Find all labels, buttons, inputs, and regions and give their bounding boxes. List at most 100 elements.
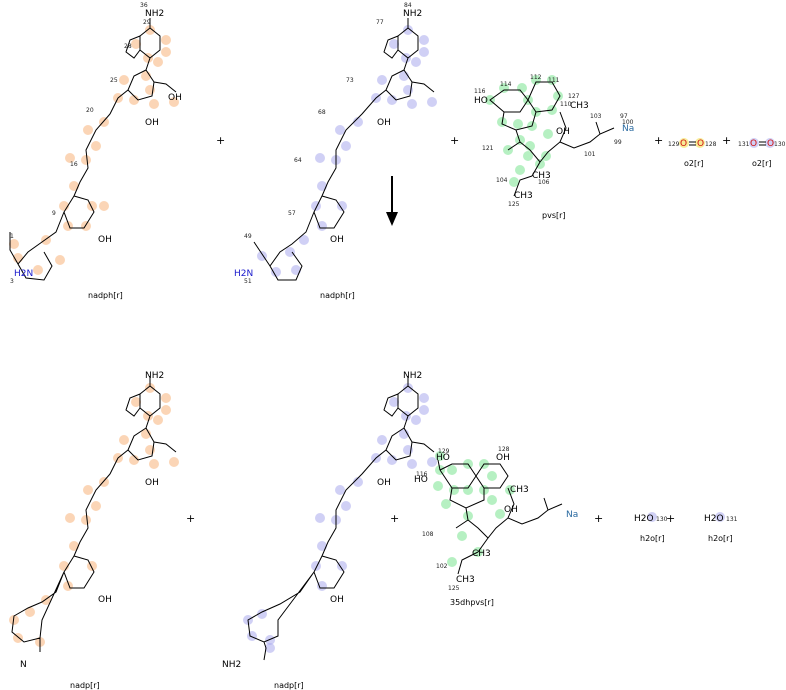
svg-text:OH: OH [377, 478, 391, 488]
svg-text:36: 36 [140, 2, 148, 9]
svg-text:OH: OH [504, 505, 518, 515]
svg-text:9: 9 [52, 210, 56, 217]
svg-text:OH: OH [98, 235, 112, 245]
svg-text:CH3: CH3 [570, 101, 589, 111]
svg-text:NH2: NH2 [145, 9, 164, 19]
svg-text:HO: HO [436, 453, 450, 463]
svg-text:68: 68 [318, 109, 326, 116]
product-name-1: nadp[r] [70, 681, 100, 690]
molecule-nadph-2: NH2 H2N OH OH 84 77 73 68 64 57 49 51 na… [234, 2, 437, 300]
reactant-name-3: pvs[r] [542, 211, 566, 220]
svg-text:CH3: CH3 [510, 485, 529, 495]
svg-text:102: 102 [436, 563, 448, 570]
svg-text:OH: OH [145, 118, 159, 128]
svg-text:NH2: NH2 [403, 371, 422, 381]
molecule-nadp-1: NH2 N OH OH nadp[r] [9, 371, 179, 690]
molecule-pvs: HO CH3 CH3 CH3 OH Na 116 114 112 111 127… [474, 74, 634, 220]
svg-text:49: 49 [244, 233, 252, 240]
svg-text:3: 3 [10, 278, 14, 285]
svg-text:64: 64 [294, 157, 302, 164]
svg-text:108: 108 [422, 531, 434, 538]
svg-text:121: 121 [482, 145, 494, 152]
molecule-nadp-2: NH2 NH2 OH OH nadp[r] [222, 371, 437, 690]
plus-1: + [216, 134, 225, 147]
svg-text:116: 116 [416, 471, 428, 478]
svg-text:128: 128 [498, 446, 510, 453]
reactant-name-4: o2[r] [684, 159, 704, 168]
molecule-o2-b: 131 O O 130 o2[r] [738, 138, 786, 168]
molecule-h2o-b: H2O 131 h2o[r] [704, 512, 738, 543]
svg-text:99: 99 [614, 139, 622, 146]
molecule-nadph-1: NH2 H2N OH OH OH 36 29 28 25 20 16 9 1 3… [9, 2, 182, 300]
svg-text:103: 103 [590, 113, 602, 120]
svg-text:CH3: CH3 [472, 549, 491, 559]
svg-text:CH3: CH3 [514, 191, 533, 201]
svg-text:97: 97 [620, 113, 628, 120]
molecule-h2o-a: H2O 130 h2o[r] [634, 512, 668, 543]
plus-4: + [722, 134, 731, 147]
svg-text:OH: OH [145, 478, 159, 488]
svg-text:104: 104 [496, 177, 508, 184]
svg-text:16: 16 [70, 161, 78, 168]
svg-text:20: 20 [86, 107, 94, 114]
svg-text:NH2: NH2 [145, 371, 164, 381]
svg-text:OH: OH [556, 127, 570, 137]
svg-text:CH3: CH3 [456, 575, 475, 585]
svg-text:NH2: NH2 [222, 660, 241, 670]
svg-text:CH3: CH3 [532, 171, 551, 181]
svg-text:H2O: H2O [704, 514, 724, 524]
svg-text:125: 125 [448, 585, 460, 592]
svg-text:Na: Na [566, 510, 578, 520]
svg-text:129: 129 [438, 448, 450, 455]
svg-text:OH: OH [98, 595, 112, 605]
svg-text:131: 131 [738, 141, 750, 148]
svg-text:O: O [767, 139, 774, 149]
nadph1-h2n-label: H2N [14, 269, 33, 279]
svg-text:101: 101 [584, 151, 596, 158]
svg-text:84: 84 [404, 2, 412, 9]
svg-text:H2N: H2N [234, 269, 253, 279]
svg-text:77: 77 [376, 19, 384, 26]
svg-text:128: 128 [705, 141, 717, 148]
svg-text:OH: OH [330, 595, 344, 605]
svg-text:114: 114 [500, 81, 512, 88]
svg-text:H2O: H2O [634, 514, 654, 524]
svg-text:OH: OH [496, 453, 510, 463]
svg-text:O: O [750, 139, 757, 149]
svg-text:HO: HO [474, 96, 488, 106]
svg-text:110: 110 [560, 101, 572, 108]
product-name-4: h2o[r] [640, 534, 665, 543]
svg-text:HO: HO [414, 475, 428, 485]
svg-text:O: O [697, 139, 704, 149]
plus-7: + [594, 512, 603, 525]
reactant-name-1: nadph[r] [88, 291, 123, 300]
product-name-2: nadp[r] [274, 681, 304, 690]
svg-text:29: 29 [143, 19, 151, 26]
product-name-5: h2o[r] [708, 534, 733, 543]
svg-text:111: 111 [548, 77, 560, 84]
svg-text:125: 125 [508, 201, 520, 208]
svg-text:N: N [20, 660, 27, 670]
svg-text:112: 112 [530, 74, 542, 81]
reactant-name-2: nadph[r] [320, 291, 355, 300]
svg-text:28: 28 [124, 43, 132, 50]
plus-2: + [450, 134, 459, 147]
svg-text:129: 129 [668, 141, 680, 148]
reactant-name-5: o2[r] [752, 159, 772, 168]
svg-text:Na: Na [622, 124, 634, 134]
svg-text:OH: OH [330, 235, 344, 245]
svg-text:OH: OH [168, 93, 182, 103]
svg-text:73: 73 [346, 77, 354, 84]
plus-8: + [666, 512, 675, 525]
svg-text:100: 100 [622, 119, 634, 126]
svg-text:1: 1 [10, 233, 14, 240]
svg-text:131: 131 [726, 516, 738, 523]
svg-text:O: O [680, 139, 687, 149]
svg-text:51: 51 [244, 278, 252, 285]
plus-3: + [654, 134, 663, 147]
reaction-arrow [386, 176, 398, 226]
svg-text:OH: OH [377, 118, 391, 128]
product-name-3: 35dhpvs[r] [450, 598, 494, 607]
plus-5: + [186, 512, 195, 525]
